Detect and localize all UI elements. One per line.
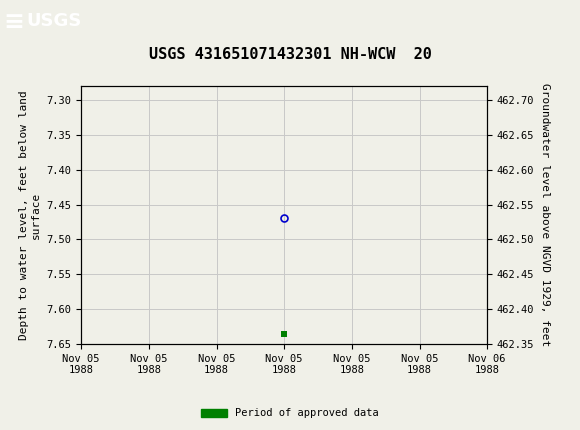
Text: USGS 431651071432301 NH-WCW  20: USGS 431651071432301 NH-WCW 20: [148, 47, 432, 62]
Legend: Period of approved data: Period of approved data: [197, 404, 383, 423]
Y-axis label: Depth to water level, feet below land
surface: Depth to water level, feet below land su…: [19, 90, 41, 340]
Y-axis label: Groundwater level above NGVD 1929, feet: Groundwater level above NGVD 1929, feet: [540, 83, 550, 347]
Text: USGS: USGS: [26, 12, 81, 31]
Text: ≡: ≡: [3, 9, 24, 34]
